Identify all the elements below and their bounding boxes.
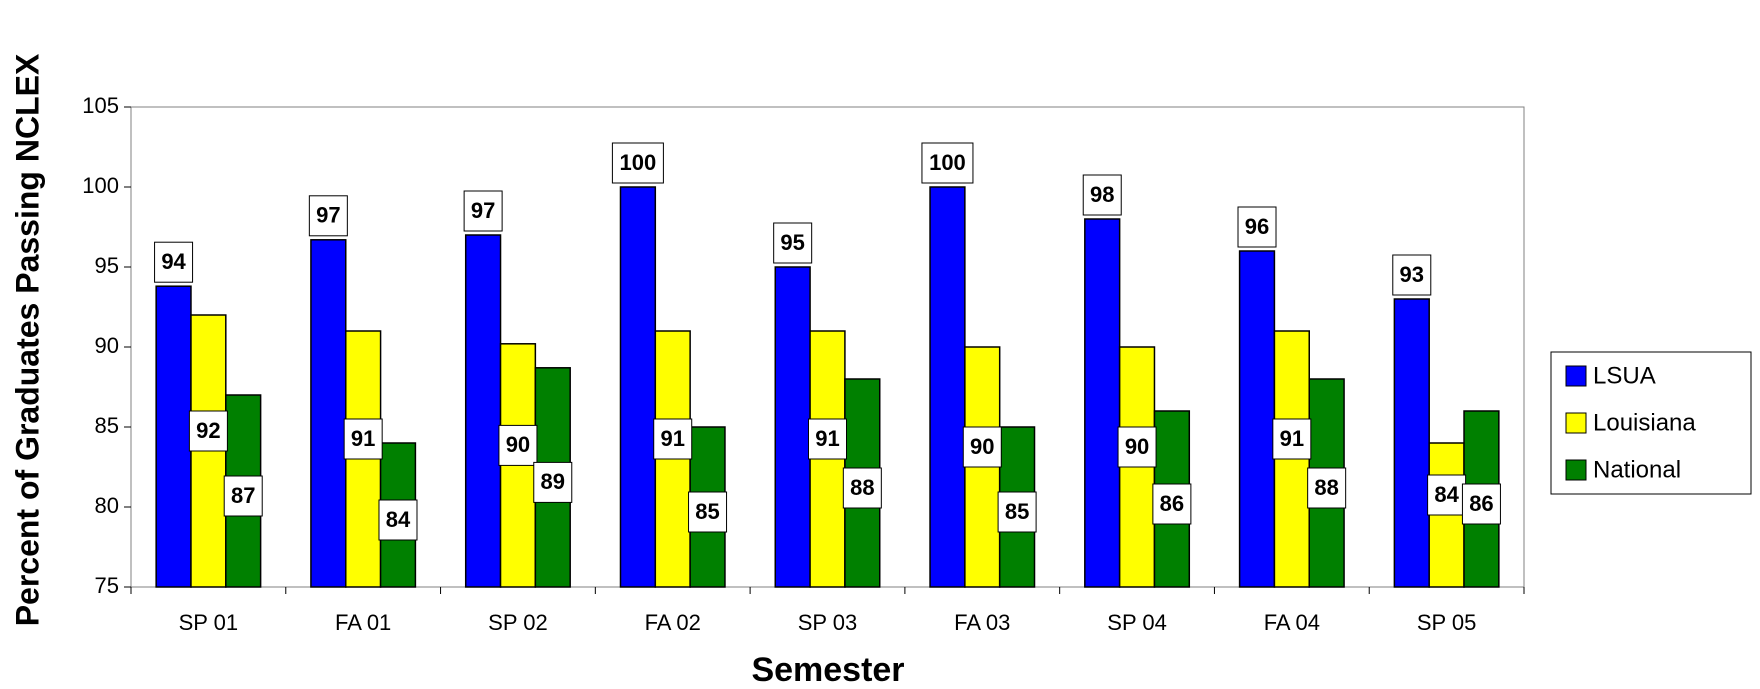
x-tick-label: FA 04 [1264, 610, 1320, 635]
value-label-box [498, 424, 538, 466]
bar [929, 186, 966, 588]
value-label: 84 [386, 507, 411, 532]
legend-swatch [1565, 459, 1587, 481]
value-label-box [773, 222, 813, 264]
legend-label: National [1593, 456, 1681, 483]
y-tick-label: 95 [95, 253, 119, 278]
value-label: 90 [506, 432, 530, 457]
y-tick-label: 100 [82, 173, 119, 198]
value-label-box [1307, 467, 1347, 509]
bar [774, 266, 811, 588]
value-label: 86 [1160, 491, 1184, 516]
legend-swatch [1565, 365, 1587, 387]
value-label-box [463, 190, 503, 232]
legend-label: LSUA [1593, 362, 1656, 389]
value-label-box [343, 418, 383, 460]
value-label-box [378, 499, 418, 541]
value-label: 91 [660, 426, 684, 451]
bar [310, 239, 347, 588]
value-label-box [1152, 483, 1192, 525]
value-label-box [223, 475, 263, 517]
value-label-box [533, 461, 573, 503]
value-label: 88 [850, 475, 874, 500]
x-axis-title: Semester [751, 651, 904, 689]
y-tick-label: 105 [82, 93, 119, 118]
bar [619, 186, 657, 588]
value-label-box [188, 410, 228, 452]
value-label: 86 [1469, 491, 1493, 516]
bar [1393, 298, 1430, 588]
value-label-box [688, 491, 728, 533]
y-tick-label: 90 [95, 333, 119, 358]
bar [464, 234, 502, 588]
y-tick-label: 80 [95, 493, 119, 518]
value-label: 94 [161, 249, 186, 274]
y-axis-title: Percent of Graduates Passing NCLEX [9, 53, 45, 626]
legend-swatch [1565, 412, 1587, 434]
value-label: 93 [1400, 262, 1424, 287]
y-tick-label: 85 [95, 413, 119, 438]
value-label: 91 [351, 426, 375, 451]
value-label: 91 [1280, 426, 1304, 451]
x-tick-label: SP 01 [179, 610, 239, 635]
value-label: 92 [196, 418, 220, 443]
legend-label: Louisiana [1593, 409, 1696, 436]
value-label: 95 [780, 230, 804, 255]
value-label: 91 [815, 426, 839, 451]
value-label: 100 [929, 150, 966, 175]
value-label-box [653, 418, 693, 460]
value-label-box [1237, 206, 1277, 248]
value-label: 97 [316, 203, 340, 228]
value-label: 90 [970, 434, 994, 459]
value-label-box [1272, 418, 1312, 460]
x-tick-label: SP 02 [488, 610, 548, 635]
bar [1084, 218, 1121, 588]
x-tick-label: FA 03 [954, 610, 1010, 635]
value-label: 96 [1245, 214, 1269, 239]
bar [155, 285, 192, 588]
value-label: 85 [695, 499, 719, 524]
value-label-box [1427, 474, 1467, 516]
value-label: 84 [1434, 482, 1459, 507]
value-label: 90 [1125, 434, 1149, 459]
value-label-box [997, 491, 1037, 533]
x-tick-label: SP 03 [798, 610, 858, 635]
value-label-box [962, 426, 1002, 468]
value-label-box [611, 142, 664, 184]
value-label-box [308, 195, 348, 237]
y-tick-label: 75 [95, 573, 119, 598]
value-label: 98 [1090, 182, 1114, 207]
value-label: 89 [541, 469, 565, 494]
x-tick-label: SP 04 [1107, 610, 1167, 635]
value-label-box [1117, 426, 1157, 468]
value-label: 87 [231, 483, 255, 508]
value-label-box [1461, 483, 1501, 525]
value-label: 85 [1005, 499, 1029, 524]
value-label-box [808, 418, 847, 460]
value-label-box [1082, 174, 1122, 216]
value-label-box [154, 241, 194, 283]
x-tick-label: FA 02 [645, 610, 701, 635]
bar [1238, 250, 1276, 588]
value-label: 88 [1314, 475, 1338, 500]
value-label-box [1392, 254, 1432, 296]
value-label: 97 [471, 198, 495, 223]
x-tick-label: FA 01 [335, 610, 391, 635]
value-label: 100 [620, 150, 657, 175]
value-label-box [842, 467, 882, 509]
value-label-box [921, 142, 974, 184]
x-tick-label: SP 05 [1417, 610, 1477, 635]
